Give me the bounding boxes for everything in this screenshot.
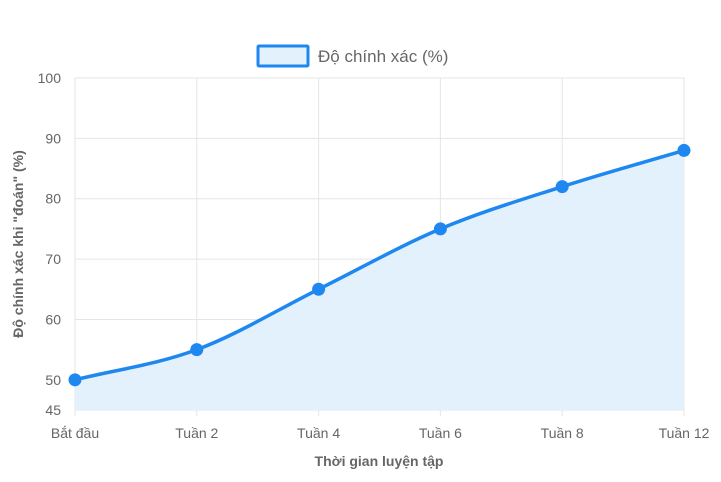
series-area <box>75 150 684 410</box>
data-point[interactable] <box>190 343 204 357</box>
x-tick-label: Tuần 4 <box>297 425 340 441</box>
y-tick-label: 100 <box>38 70 62 86</box>
x-axis-ticks: Bắt đầu Tuần 2 Tuần 4 Tuần 6 Tuần 8 Tuần 12 <box>51 425 710 441</box>
y-tick-label: 50 <box>45 372 61 388</box>
legend-label[interactable]: Độ chính xác (%) <box>318 47 448 66</box>
series-line-path <box>73 148 686 382</box>
legend-swatch[interactable] <box>256 44 310 68</box>
x-tick-label: Bắt đầu <box>51 425 99 441</box>
data-point[interactable] <box>677 143 691 157</box>
legend[interactable]: Độ chính xác (%) <box>256 44 448 68</box>
series-line <box>73 148 686 382</box>
data-point[interactable] <box>433 222 447 236</box>
x-tick-label: Tuần 2 <box>175 425 218 441</box>
data-point[interactable] <box>68 373 82 387</box>
y-tick-label: 60 <box>45 311 61 327</box>
x-axis-title: Thời gian luyện tập <box>315 453 444 469</box>
data-point[interactable] <box>555 180 569 194</box>
x-tick-label: Tuần 6 <box>419 425 462 441</box>
x-tick-label: Tuần 8 <box>541 425 584 441</box>
y-tick-label: 70 <box>45 251 61 267</box>
y-tick-label: 45 <box>45 402 61 418</box>
y-tick-label: 90 <box>45 130 61 146</box>
data-points <box>68 143 691 387</box>
area-fill <box>75 150 684 410</box>
y-axis-title: Độ chính xác khi "đoán" (%) <box>10 150 26 338</box>
x-tick-label: Tuần 12 <box>659 425 710 441</box>
y-tick-label: 80 <box>45 191 61 207</box>
y-axis-ticks: 45 50 60 70 80 90 100 <box>38 70 62 418</box>
data-point[interactable] <box>312 282 326 296</box>
